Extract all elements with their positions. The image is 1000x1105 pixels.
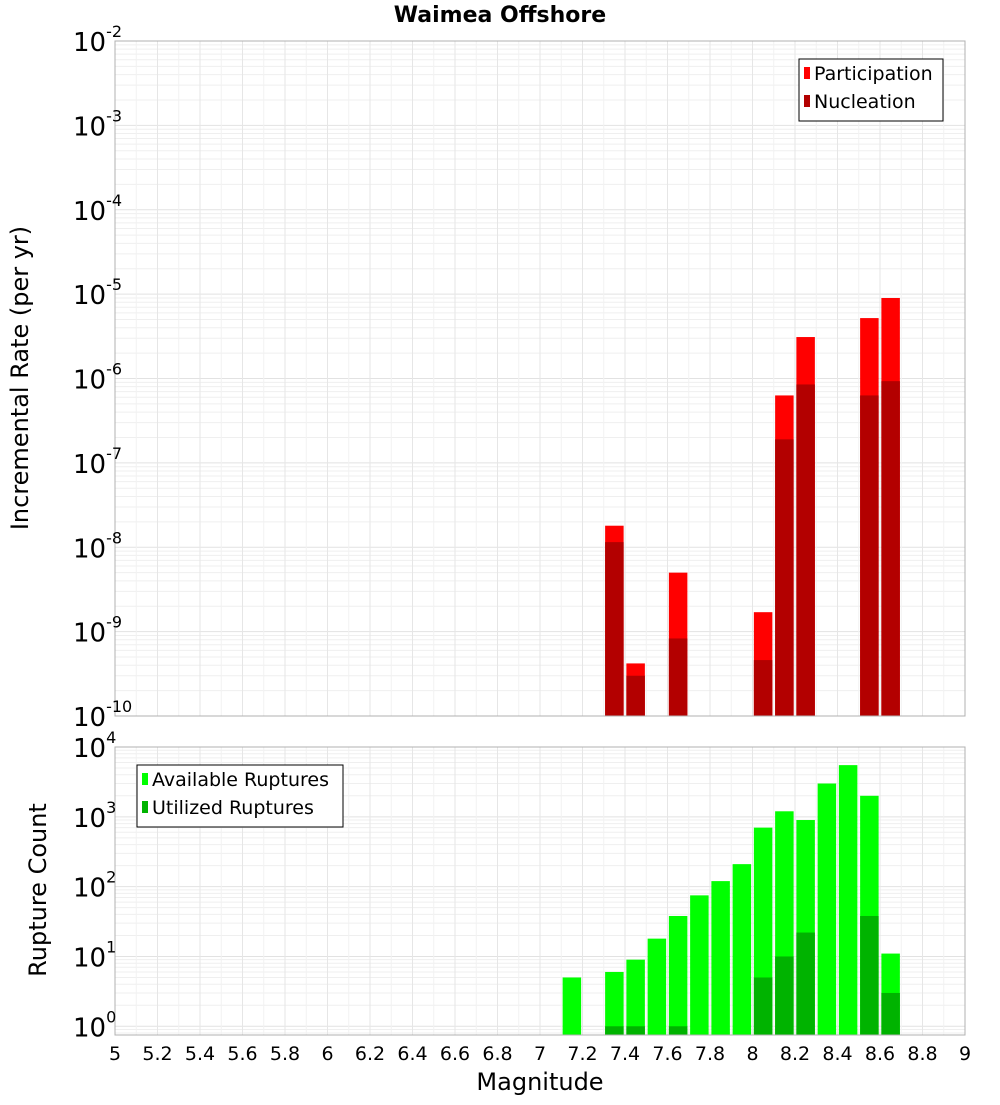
bottom-bar — [838, 765, 858, 1035]
bottom-series-0 — [562, 765, 900, 1035]
x-tick-label: 6.4 — [397, 1043, 427, 1065]
bottom-bar — [626, 959, 645, 1035]
bottom-bar — [881, 992, 900, 1035]
x-tick-label: 6 — [321, 1043, 333, 1065]
top-y-tick-label: 10-8 — [73, 528, 122, 564]
top-bar — [605, 542, 624, 716]
top-legend-label: Participation — [814, 63, 933, 85]
bottom-y-axis-label: Rupture Count — [24, 803, 52, 977]
x-tick-label: 7.4 — [610, 1043, 640, 1065]
x-tick-label: 5.8 — [270, 1043, 300, 1065]
bottom-legend-box — [136, 764, 344, 828]
x-tick-labels: 5 5.2 5.4 5.6 5.8 6 6.2 6.4 6.6 6.8 7 7.2 7.4 7.6 7.8 8… — [109, 1043, 971, 1065]
x-tick-label: 7 — [534, 1043, 546, 1065]
bottom-bar — [753, 977, 773, 1035]
x-tick-label: 5.4 — [185, 1043, 215, 1065]
bottom-legend-label: Available Ruptures — [152, 769, 329, 791]
top-legend-box — [798, 58, 944, 122]
bottom-legend-label: Utilized Ruptures — [152, 797, 314, 819]
bottom-plot-frame — [114, 746, 966, 1036]
bottom-bar — [711, 881, 730, 1035]
x-tick-label: 5 — [109, 1043, 121, 1065]
bottom-y-tick-label: 104 — [73, 728, 116, 764]
bottom-bar — [796, 932, 815, 1035]
top-bar — [775, 439, 794, 716]
x-tick-label: 6.6 — [440, 1043, 470, 1065]
bottom-bar — [626, 1026, 645, 1035]
bottom-bar — [817, 783, 837, 1035]
bottom-bar — [860, 915, 879, 1035]
bottom-legend-swatch — [142, 801, 148, 813]
bottom-legend-swatch — [142, 773, 148, 785]
top-bar — [753, 660, 773, 716]
top-bar — [881, 381, 900, 716]
x-tick-label: 8.8 — [907, 1043, 937, 1065]
bottom-bar — [668, 1026, 688, 1035]
bottom-bar — [605, 1026, 624, 1035]
top-y-tick-label: 10-2 — [73, 22, 122, 58]
top-y-tick-label: 10-9 — [73, 613, 122, 649]
bottom-plot-area: 100 101 102 103 104 Available Ruptures Utilize… — [73, 728, 971, 1065]
bottom-bar — [647, 938, 667, 1035]
x-tick-label: 5.6 — [227, 1043, 257, 1065]
x-axis-label: Magnitude — [476, 1068, 603, 1096]
bottom-bar — [775, 956, 794, 1035]
top-legend: Participation Nucleation — [798, 58, 944, 122]
top-y-tick-label: 10-10 — [73, 697, 132, 733]
x-tick-label: 7.8 — [695, 1043, 725, 1065]
x-tick-label: 8.4 — [822, 1043, 852, 1065]
bottom-bar — [668, 915, 688, 1035]
top-plot-frame — [114, 40, 966, 717]
chart-title: Waimea Offshore — [394, 3, 606, 28]
top-grid — [114, 41, 966, 717]
x-tick-label: 5.2 — [142, 1043, 172, 1065]
x-tick-label: 9 — [959, 1043, 971, 1065]
top-legend-swatch — [804, 95, 810, 107]
top-bar — [626, 675, 645, 716]
top-series-1 — [605, 381, 900, 716]
top-plot-area: 10-10 10-9 10-8 10-7 10-6 10-5 10-4 10-3 10-2 Par… — [73, 22, 966, 733]
top-bar — [796, 384, 815, 716]
x-tick-label: 6.2 — [355, 1043, 385, 1065]
bottom-bar — [690, 895, 709, 1035]
bottom-y-tick-label: 103 — [73, 798, 116, 834]
bottom-y-tick-label: 100 — [73, 1007, 116, 1043]
top-y-tick-label: 10-4 — [73, 191, 122, 227]
x-tick-label: 8 — [746, 1043, 758, 1065]
top-legend-swatch — [804, 67, 810, 79]
bottom-y-tick-label: 101 — [73, 937, 116, 973]
bottom-legend: Available Ruptures Utilized Ruptures — [136, 764, 344, 828]
top-legend-label: Nucleation — [814, 91, 916, 113]
top-y-tick-label: 10-6 — [73, 360, 122, 396]
top-bar — [860, 395, 879, 716]
x-tick-label: 8.2 — [780, 1043, 810, 1065]
top-y-tick-label: 10-5 — [73, 275, 122, 311]
x-tick-label: 7.2 — [567, 1043, 597, 1065]
bottom-bar — [562, 977, 582, 1035]
bottom-bar — [732, 864, 752, 1035]
x-tick-label: 6.8 — [482, 1043, 512, 1065]
bottom-y-tick-label: 102 — [73, 868, 116, 904]
bottom-bar — [605, 971, 624, 1035]
x-tick-label: 7.6 — [652, 1043, 682, 1065]
top-y-tick-label: 10-3 — [73, 106, 122, 142]
bottom-series-1 — [605, 915, 900, 1035]
top-y-tick-label: 10-7 — [73, 444, 122, 480]
x-tick-label: 8.6 — [865, 1043, 895, 1065]
top-bar — [668, 638, 688, 716]
top-y-axis-label: Incremental Rate (per yr) — [6, 226, 34, 530]
